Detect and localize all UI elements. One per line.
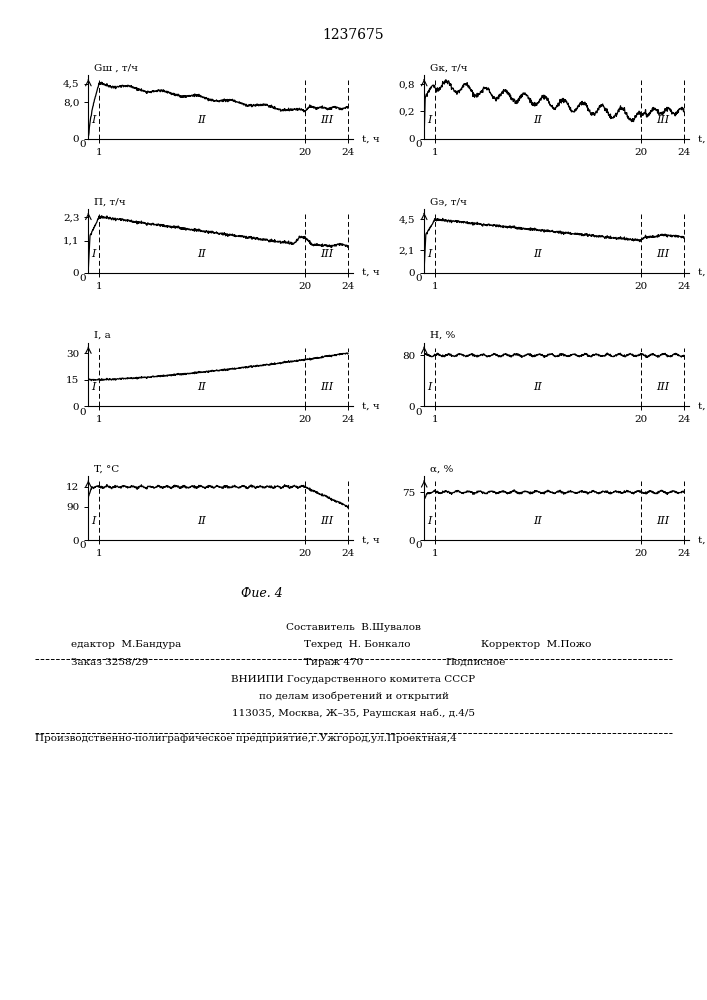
Text: Заказ 3258/29: Заказ 3258/29 xyxy=(71,658,148,667)
Text: III: III xyxy=(655,382,669,392)
Text: III: III xyxy=(320,249,333,259)
Text: II: II xyxy=(198,115,206,125)
Text: 1237675: 1237675 xyxy=(322,28,385,42)
Text: I, а: I, а xyxy=(94,331,110,340)
Text: III: III xyxy=(655,516,669,526)
Text: ВНИИПИ Государственного комитета СССР: ВНИИПИ Государственного комитета СССР xyxy=(231,675,476,684)
Text: Gш , т/ч: Gш , т/ч xyxy=(94,63,138,72)
Text: II: II xyxy=(534,115,542,125)
Text: II: II xyxy=(534,382,542,392)
Text: Gк, т/ч: Gк, т/ч xyxy=(430,63,467,72)
Text: Тираж 470: Тираж 470 xyxy=(304,658,363,667)
Text: I: I xyxy=(428,516,432,526)
Text: 0: 0 xyxy=(80,408,86,417)
Text: 113035, Москва, Ж–35, Раушская наб., д.4/5: 113035, Москва, Ж–35, Раушская наб., д.4… xyxy=(232,708,475,718)
Text: t, ч: t, ч xyxy=(698,268,707,277)
Text: 0: 0 xyxy=(80,541,86,550)
Text: t, ч: t, ч xyxy=(362,268,380,277)
Text: I: I xyxy=(92,249,96,259)
Text: II: II xyxy=(198,382,206,392)
Text: Составитель  В.Шувалов: Составитель В.Шувалов xyxy=(286,623,421,632)
Text: 0: 0 xyxy=(80,274,86,283)
Text: 0: 0 xyxy=(416,274,422,283)
Text: едактор  М.Бандура: едактор М.Бандура xyxy=(71,640,181,649)
Text: I: I xyxy=(92,115,96,125)
Text: Фие. 4: Фие. 4 xyxy=(240,587,283,600)
Text: I: I xyxy=(428,249,432,259)
Text: Подписное: Подписное xyxy=(445,658,506,667)
Text: II: II xyxy=(198,516,206,526)
Text: III: III xyxy=(320,115,333,125)
Text: Gэ, т/ч: Gэ, т/ч xyxy=(430,197,467,206)
Text: t, ч: t, ч xyxy=(698,402,707,411)
Text: II: II xyxy=(198,249,206,259)
Text: 0: 0 xyxy=(80,140,86,149)
Text: t, ч: t, ч xyxy=(698,134,707,143)
Text: I: I xyxy=(92,516,96,526)
Text: II: II xyxy=(534,516,542,526)
Text: t, ч: t, ч xyxy=(698,536,707,544)
Text: 0: 0 xyxy=(416,541,422,550)
Text: III: III xyxy=(655,249,669,259)
Text: 0: 0 xyxy=(416,408,422,417)
Text: Корректор  М.Пожо: Корректор М.Пожо xyxy=(481,640,591,649)
Text: α, %: α, % xyxy=(430,465,453,474)
Text: III: III xyxy=(320,516,333,526)
Text: Производственно-полиграфическое предприятие,г.Ужгород,ул.Проектная,4: Производственно-полиграфическое предприя… xyxy=(35,734,457,743)
Text: I: I xyxy=(92,382,96,392)
Text: t, ч: t, ч xyxy=(362,536,380,544)
Text: по делам изобретений и открытий: по делам изобретений и открытий xyxy=(259,691,448,701)
Text: 0: 0 xyxy=(416,140,422,149)
Text: II: II xyxy=(534,249,542,259)
Text: Техред  Н. Бонкало: Техред Н. Бонкало xyxy=(304,640,411,649)
Text: t, ч: t, ч xyxy=(362,134,380,143)
Text: H, %: H, % xyxy=(430,331,455,340)
Text: III: III xyxy=(320,382,333,392)
Text: t, ч: t, ч xyxy=(362,402,380,411)
Text: III: III xyxy=(655,115,669,125)
Text: П, т/ч: П, т/ч xyxy=(94,197,125,206)
Text: I: I xyxy=(428,115,432,125)
Text: T, °C: T, °C xyxy=(94,465,119,474)
Text: I: I xyxy=(428,382,432,392)
